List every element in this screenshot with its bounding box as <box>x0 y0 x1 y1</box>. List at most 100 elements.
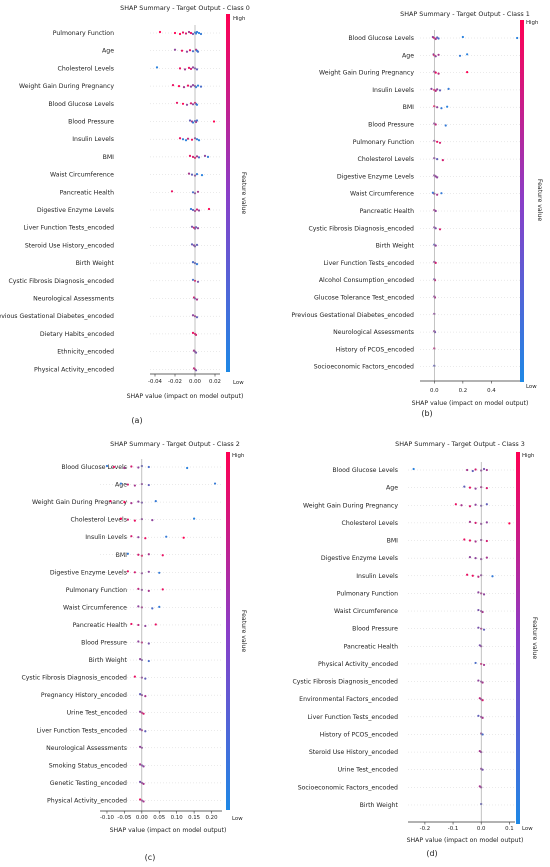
feature-label: Blood Pressure <box>368 122 414 129</box>
feature-label: Liver Function Tests_encoded <box>23 225 114 232</box>
panel-a-colorbar-label: Feature value <box>240 172 247 214</box>
panel-c-colorbar-high: High <box>232 453 244 459</box>
shap-point <box>187 172 191 175</box>
shap-point <box>481 733 484 736</box>
feature-label: BMI <box>387 538 399 545</box>
shap-point <box>185 103 189 106</box>
shap-point <box>154 623 157 626</box>
shap-point <box>474 468 477 471</box>
panel-b-x-label: SHAP value (impact on model output) <box>412 400 529 407</box>
feature-label: History of PCOS_encoded <box>336 346 415 353</box>
shap-point <box>197 156 201 159</box>
shap-point <box>191 84 195 87</box>
shap-point <box>186 466 189 470</box>
shap-point <box>195 155 199 158</box>
feature-label: Pancreatic Health <box>344 643 398 650</box>
shap-point <box>126 552 129 555</box>
shap-point <box>142 712 145 715</box>
feature-label: Age <box>402 52 414 59</box>
shap-point <box>485 521 488 524</box>
shap-point <box>485 468 488 472</box>
feature-label: Blood Pressure <box>352 626 398 633</box>
shap-point <box>188 49 192 52</box>
shap-point <box>147 553 150 556</box>
shap-point <box>466 468 469 472</box>
feature-label: Liver Function Tests_encoded <box>323 260 414 267</box>
shap-point <box>482 593 486 596</box>
shap-point <box>195 30 199 34</box>
feature-label: Neurological Assessments <box>333 329 414 336</box>
panel-b-colorbar-high: High <box>526 20 538 26</box>
feature-label: Alcohol Consumption_encoded <box>319 277 414 284</box>
shap-point <box>182 86 186 89</box>
shap-point <box>438 89 442 92</box>
shap-point <box>173 48 177 51</box>
feature-label: Pulmonary Function <box>337 590 398 597</box>
shap-point <box>191 50 195 53</box>
panel-c: SHAP Summary - Target Output - Class 2 B… <box>21 440 247 862</box>
shap-point <box>189 207 193 211</box>
feature-label: Liver Function Tests_encoded <box>307 714 398 721</box>
shap-point <box>444 124 447 127</box>
shap-point <box>147 483 150 487</box>
shap-point <box>477 591 480 594</box>
shap-point <box>130 502 133 505</box>
shap-point <box>468 539 472 542</box>
shap-point <box>171 84 175 87</box>
shap-point <box>147 659 150 663</box>
shap-point <box>181 31 185 34</box>
shap-point <box>440 107 443 110</box>
shap-point <box>468 505 472 508</box>
shap-point <box>123 466 126 470</box>
panel-d-points <box>412 467 511 806</box>
panel-d-x-ticks: -0.2 -0.1 0.0 0.1 <box>420 822 514 832</box>
feature-label: Birth Weight <box>360 802 399 809</box>
shap-point <box>144 624 147 628</box>
panel-b-points <box>430 35 519 367</box>
shap-point <box>178 137 182 140</box>
shap-point <box>203 154 207 157</box>
shap-point <box>191 261 195 264</box>
shap-point <box>137 587 140 590</box>
shap-point <box>144 730 147 733</box>
panel-b: SHAP Summary - Target Output - Class 1 B… <box>291 10 543 418</box>
feature-label: Birth Weight <box>76 260 115 267</box>
shap-point <box>133 675 136 678</box>
shap-point <box>147 589 150 592</box>
shap-point <box>434 209 437 213</box>
feature-label: Smoking Status_encoded <box>49 762 127 769</box>
shap-point <box>138 693 142 696</box>
shap-point <box>191 208 195 212</box>
panel-b-x-ticks: 0.0 0.2 0.4 <box>430 381 496 394</box>
panel-c-caption: (c) <box>145 853 156 862</box>
feature-label: Physical Activity_encoded <box>47 797 127 804</box>
shap-point <box>485 539 488 543</box>
feature-label: Pulmonary Function <box>53 30 114 37</box>
shap-point <box>184 139 188 142</box>
shap-point <box>485 556 488 559</box>
shap-point <box>142 765 145 768</box>
shap-point <box>109 500 112 503</box>
shap-point <box>477 608 480 612</box>
shap-point <box>481 610 484 614</box>
feature-label: Previous Gestational Diabetes_encoded <box>0 313 114 320</box>
x-tick-label: 0.0 <box>477 826 486 832</box>
x-tick-label: 0.00 <box>136 815 149 821</box>
shap-point <box>189 102 193 105</box>
shap-point <box>481 699 484 702</box>
shap-point <box>468 486 472 489</box>
shap-point <box>138 763 142 766</box>
shap-point <box>165 535 168 538</box>
shap-point <box>477 714 480 717</box>
panel-d-x-label: SHAP value (impact on model output) <box>407 837 524 844</box>
panel-b-colorbar-label: Feature value <box>536 179 543 221</box>
panel-c-title: SHAP Summary - Target Output - Class 2 <box>110 440 240 448</box>
shap-point <box>133 571 136 574</box>
feature-label: Digestive Enzyme Levels <box>337 173 414 180</box>
shap-point <box>130 465 133 468</box>
shap-point <box>436 158 439 161</box>
panel-a-caption: (a) <box>131 416 142 425</box>
x-tick-label: -0.05 <box>117 815 131 821</box>
shap-point <box>184 32 188 35</box>
